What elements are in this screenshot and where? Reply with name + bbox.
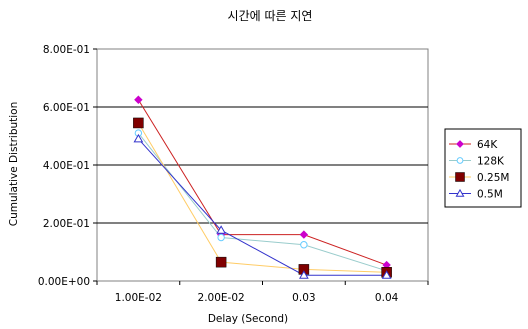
y-tick-label: 2.00E-01 [43, 218, 90, 230]
marker-square [455, 172, 465, 182]
series-line [137, 99, 387, 266]
marker-diamond [134, 95, 143, 104]
x-tick-label: 2.00E-02 [198, 292, 245, 304]
marker-diamond [456, 140, 464, 148]
legend-label: 0.5M [477, 189, 503, 201]
marker-triangle [133, 133, 144, 143]
gridlines [97, 106, 428, 224]
x-tick-label: 0.03 [292, 292, 315, 304]
marker-triangle [381, 270, 392, 279]
y-tick-label: 0.00E+00 [38, 276, 90, 288]
marker-diamond [299, 230, 309, 239]
y-tick-label: 8.00E-01 [43, 44, 90, 56]
y-axis-ticks: 0.00E+00 2.00E-01 4.00E-01 6.00E-01 8.00E-01 [38, 44, 97, 288]
series-line [138, 138, 387, 276]
x-axis-ticks: 1.00E-02 2.00E-02 0.03 0.04 [96, 281, 429, 304]
marker-square [133, 117, 144, 129]
marker-circle [300, 241, 308, 249]
series-lines [137, 99, 387, 276]
legend-label: 0.25M [477, 172, 509, 184]
x-tick-label: 1.00E-02 [115, 292, 162, 304]
y-tick-label: 6.00E-01 [43, 102, 90, 114]
marker-square [215, 256, 227, 268]
marker-circle [217, 233, 225, 242]
chart-title: 시간에 따른 지연 [228, 9, 313, 23]
marker-triangle [455, 188, 465, 197]
x-tick-label: 0.04 [375, 292, 399, 304]
y-axis-label: Cumulative Distribution [8, 102, 20, 227]
series-line [137, 122, 387, 273]
legend: 64K 128K 0.25M 0.5M [444, 128, 522, 208]
series-markers [133, 95, 392, 279]
y-tick-label: 4.00E-01 [43, 160, 90, 172]
x-axis-label: Delay (Second) [208, 313, 288, 325]
marker-triangle [216, 225, 226, 234]
marker-circle [456, 157, 464, 164]
legend-label: 128K [477, 156, 505, 168]
legend-label: 64K [477, 139, 498, 151]
marker-triangle [299, 270, 309, 279]
